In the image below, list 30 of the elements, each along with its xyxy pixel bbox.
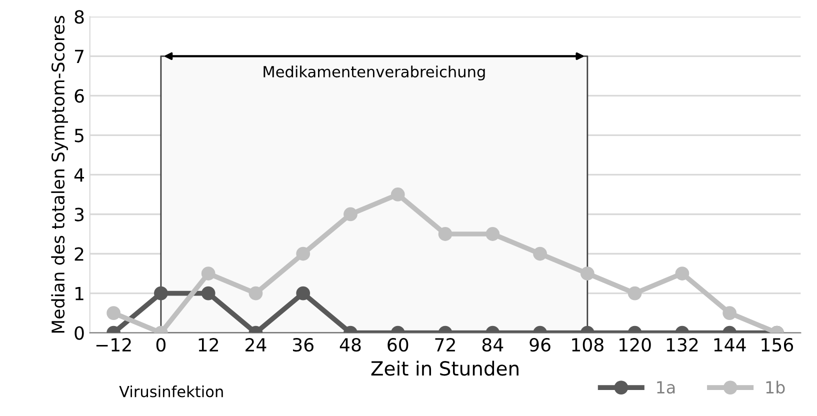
x-tick-label: 24 bbox=[246, 338, 266, 352]
x-tick-label: −12 bbox=[96, 338, 131, 352]
x-tick-label: 36 bbox=[292, 338, 314, 352]
x-tick-label: 48 bbox=[340, 338, 361, 352]
x-tick-label: 108 bbox=[572, 338, 604, 352]
y-tick-label: 5 bbox=[74, 128, 84, 142]
y-tick-label: 6 bbox=[74, 89, 84, 103]
x-tick-label: 96 bbox=[530, 338, 550, 352]
band-label: Medikamentenverabreichung bbox=[264, 66, 485, 80]
x-tick-label: 84 bbox=[482, 338, 504, 352]
y-tick-label: 7 bbox=[75, 50, 84, 64]
legend-label: 1b bbox=[766, 380, 785, 394]
y-tick-label: 4 bbox=[74, 168, 84, 182]
legend-label: 1a bbox=[657, 381, 675, 394]
y-tick-label: 1 bbox=[76, 286, 84, 300]
x-tick-label: 72 bbox=[435, 338, 455, 352]
x-tick-label: 12 bbox=[198, 338, 218, 352]
x-axis-title: Zeit in Stunden bbox=[371, 360, 518, 376]
y-tick-label: 0 bbox=[74, 326, 84, 340]
y-tick-label: 2 bbox=[74, 247, 84, 261]
x-tick-label: 0 bbox=[156, 338, 166, 352]
x-tick-label: 156 bbox=[762, 338, 794, 352]
y-tick-label: 8 bbox=[74, 10, 84, 24]
x-tick-label: 60 bbox=[388, 338, 408, 352]
y-tick-label: 3 bbox=[74, 208, 84, 222]
x-tick-label: 120 bbox=[620, 338, 651, 352]
x-tick-label: 132 bbox=[666, 338, 698, 352]
text: Virusinfektion bbox=[119, 385, 223, 398]
y-axis-title: Median des totalen Symptom-Scores bbox=[51, 16, 68, 333]
x-tick-label: 144 bbox=[714, 338, 746, 352]
